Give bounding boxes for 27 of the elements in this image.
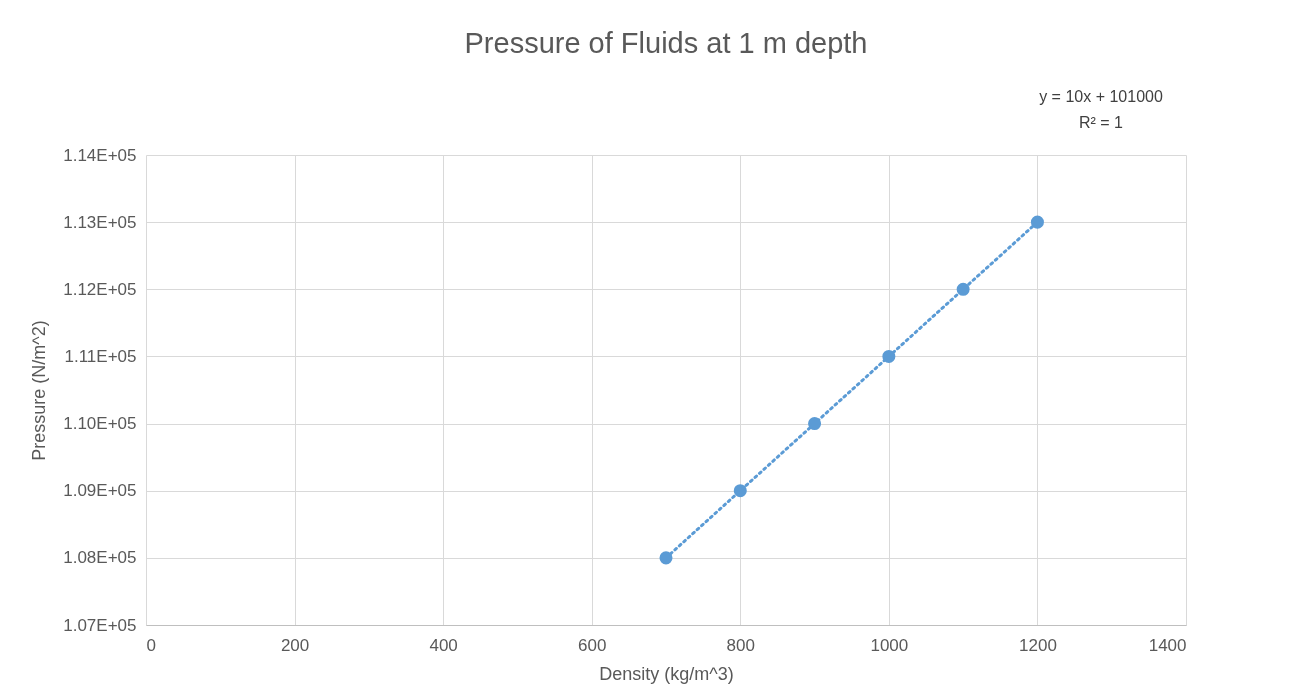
chart-title: Pressure of Fluids at 1 m depth bbox=[464, 27, 868, 59]
x-tick-label: 0 bbox=[146, 635, 156, 655]
y-tick-label: 1.11E+05 bbox=[64, 346, 137, 366]
x-tick-label: 1200 bbox=[1019, 635, 1057, 655]
y-tick-label: 1.13E+05 bbox=[63, 212, 137, 232]
x-tick-label: 400 bbox=[429, 635, 458, 655]
x-axis-title: Density (kg/m^3) bbox=[599, 663, 734, 684]
point bbox=[882, 349, 896, 363]
x-tick-label: 1000 bbox=[870, 635, 909, 655]
point bbox=[956, 282, 970, 296]
point bbox=[659, 551, 673, 565]
point bbox=[1030, 215, 1044, 229]
x-tick-label: 200 bbox=[280, 635, 310, 655]
y-tick-label: 1.10E+05 bbox=[63, 414, 137, 434]
x-tick-label: 1400 bbox=[1148, 635, 1187, 655]
y-axis-title: Pressure (N/m^2) bbox=[29, 320, 50, 461]
text: R² = 1 bbox=[1078, 114, 1124, 131]
y-tick-label: 1.14E+05 bbox=[63, 145, 137, 165]
y-tick-label: 1.08E+05 bbox=[63, 548, 137, 568]
y-tick-label: 1.12E+05 bbox=[63, 279, 137, 299]
point bbox=[733, 484, 747, 498]
text: y = 10x + 101000 bbox=[1039, 88, 1163, 105]
x-tick-label: 600 bbox=[578, 635, 607, 655]
x-tick-label: 800 bbox=[726, 635, 755, 655]
point bbox=[808, 417, 822, 431]
y-tick-label: 1.07E+05 bbox=[63, 615, 137, 635]
y-tick-label: 1.09E+05 bbox=[63, 481, 137, 501]
